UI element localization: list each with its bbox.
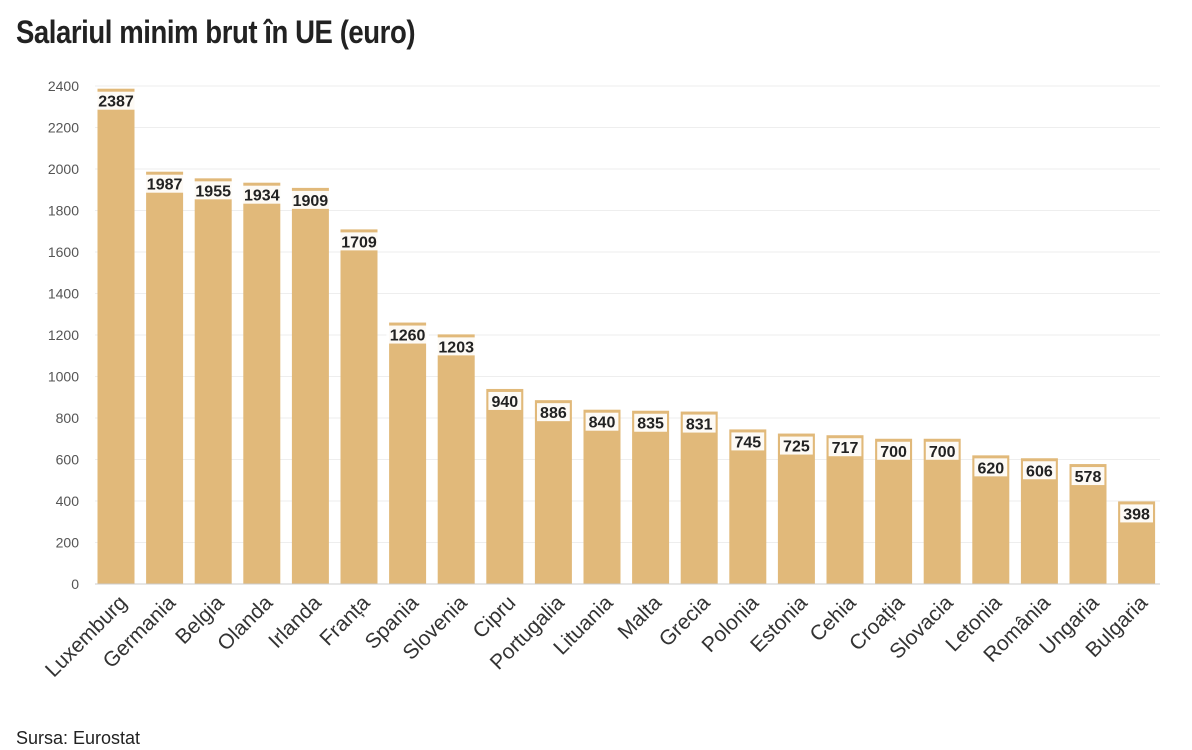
y-tick-label: 200 — [56, 535, 80, 551]
bar — [340, 229, 378, 584]
value-label-bg — [435, 337, 478, 356]
value-label-bg — [877, 441, 910, 460]
value-label-bg — [828, 438, 862, 457]
bar — [826, 435, 864, 584]
value-label: 606 — [1026, 463, 1053, 480]
chart-title: Salariul minim brut în UE (euro) — [16, 14, 416, 50]
y-tick-label: 2200 — [48, 120, 79, 136]
value-label: 840 — [589, 415, 616, 432]
value-label-bg — [585, 412, 619, 431]
bar — [729, 429, 767, 584]
bar — [632, 410, 670, 584]
value-label: 831 — [686, 417, 713, 434]
bar — [97, 88, 135, 584]
bar — [194, 178, 232, 584]
value-labels: 2387 1987 1955 1934 1909 1709 1260 1203 940 886 84… — [94, 91, 1153, 523]
value-label: 1709 — [341, 234, 377, 251]
value-label-bg — [1120, 504, 1153, 523]
value-label-bg — [1071, 467, 1105, 486]
bar — [680, 411, 718, 584]
value-label: 700 — [880, 444, 907, 461]
value-label: 1955 — [195, 183, 231, 200]
bar — [875, 438, 913, 584]
value-label: 578 — [1075, 469, 1102, 486]
bar — [923, 438, 961, 584]
source-note: Sursa: Eurostat — [16, 728, 141, 748]
bar — [534, 400, 572, 584]
y-tick-label: 2000 — [48, 161, 79, 177]
bar — [437, 334, 475, 584]
value-label-bg — [537, 403, 570, 422]
value-label: 700 — [929, 444, 956, 461]
y-tick-label: 400 — [56, 493, 80, 509]
bars — [97, 88, 1156, 584]
bar — [146, 171, 184, 584]
value-label: 717 — [832, 440, 859, 457]
bar — [777, 433, 815, 584]
bar — [486, 388, 524, 584]
value-label-bg — [488, 391, 522, 410]
x-tick-label: Olanda — [213, 591, 277, 655]
value-label: 1909 — [293, 193, 329, 210]
value-label: 398 — [1123, 506, 1150, 523]
value-label-bg — [925, 441, 959, 460]
value-label: 745 — [734, 434, 761, 451]
bar — [583, 409, 621, 584]
value-label-bg — [1023, 461, 1056, 480]
value-label: 1934 — [244, 188, 280, 205]
value-label: 1260 — [390, 328, 426, 345]
bar — [243, 182, 281, 584]
value-label: 2387 — [98, 94, 134, 111]
value-label-bg — [731, 432, 765, 451]
value-label: 835 — [637, 416, 664, 433]
y-tick-label: 600 — [56, 452, 80, 468]
value-label: 725 — [783, 439, 810, 456]
value-label: 1203 — [438, 339, 474, 356]
y-tick-label: 1400 — [48, 286, 79, 302]
y-tick-label: 1000 — [48, 369, 79, 385]
y-tick-label: 1600 — [48, 244, 79, 260]
value-label: 620 — [977, 460, 1004, 477]
x-axis-ticks: LuxemburgGermaniaBelgiaOlandaIrlandaFran… — [41, 591, 1152, 682]
value-label-bg — [634, 413, 667, 432]
value-label-bg — [192, 181, 235, 200]
bar — [972, 455, 1010, 584]
value-label: 1987 — [147, 177, 183, 194]
bar — [291, 187, 329, 584]
y-tick-label: 1800 — [48, 203, 79, 219]
value-label: 886 — [540, 405, 567, 422]
y-tick-label: 800 — [56, 410, 80, 426]
y-axis-ticks: 0 200 400 600 800 1000 1200 1400 1600 1800 2000 220… — [48, 78, 79, 592]
y-tick-label: 0 — [71, 576, 79, 592]
value-label-bg — [143, 174, 186, 193]
value-label-bg — [974, 458, 1008, 477]
bar-chart: 0 200 400 600 800 1000 1200 1400 1600 1800 2000 220… — [41, 78, 1160, 682]
bar — [389, 322, 427, 584]
value-label-bg — [337, 232, 381, 251]
value-label-bg — [386, 325, 429, 344]
value-label-bg — [240, 185, 283, 204]
value-label-bg — [289, 190, 332, 209]
value-label: 940 — [491, 394, 518, 411]
x-tick-label: Irlanda — [264, 591, 326, 653]
y-tick-label: 2400 — [48, 78, 79, 94]
value-label-bg — [94, 91, 138, 110]
value-label-bg — [780, 436, 813, 455]
value-label-bg — [682, 414, 716, 433]
y-tick-label: 1200 — [48, 327, 79, 343]
